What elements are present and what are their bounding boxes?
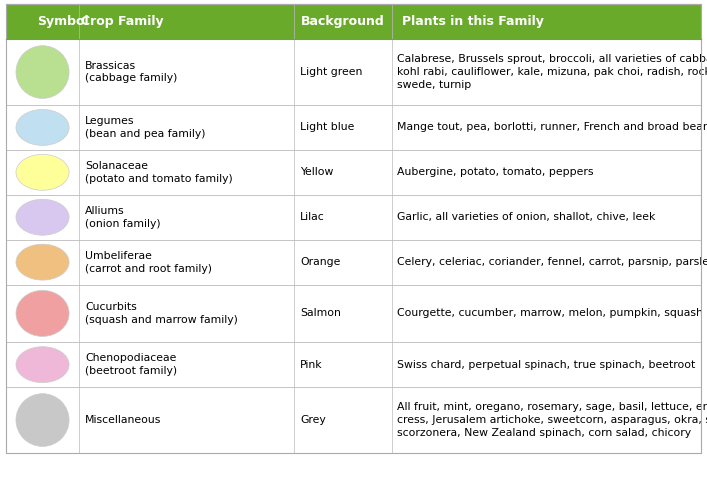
Ellipse shape <box>16 394 69 446</box>
Bar <box>6 387 701 453</box>
Text: Brassicas
(cabbage family): Brassicas (cabbage family) <box>85 61 177 83</box>
Ellipse shape <box>16 244 69 280</box>
Bar <box>6 240 701 285</box>
Ellipse shape <box>16 199 69 235</box>
Text: Light blue: Light blue <box>300 123 354 132</box>
Text: Garlic, all varieties of onion, shallot, chive, leek: Garlic, all varieties of onion, shallot,… <box>397 212 656 222</box>
Bar <box>6 285 701 342</box>
Text: Solanaceae
(potato and tomato family): Solanaceae (potato and tomato family) <box>85 161 233 184</box>
Bar <box>6 342 701 387</box>
Text: Grey: Grey <box>300 415 326 425</box>
Bar <box>6 105 701 150</box>
Text: Yellow: Yellow <box>300 167 334 178</box>
Text: Salmon: Salmon <box>300 309 341 318</box>
Bar <box>6 39 701 105</box>
Text: All fruit, mint, oregano, rosemary, sage, basil, lettuce, endive,
cress, Jerusal: All fruit, mint, oregano, rosemary, sage… <box>397 402 707 438</box>
Text: Miscellaneous: Miscellaneous <box>85 415 161 425</box>
Ellipse shape <box>16 110 69 145</box>
Ellipse shape <box>16 290 69 336</box>
Text: Chenopodiaceae
(beetroot family): Chenopodiaceae (beetroot family) <box>85 353 177 376</box>
Text: Light green: Light green <box>300 67 363 77</box>
Bar <box>6 195 701 240</box>
Ellipse shape <box>16 347 69 382</box>
Text: Legumes
(bean and pea family): Legumes (bean and pea family) <box>85 116 206 139</box>
Text: Symbol: Symbol <box>37 15 89 28</box>
Text: Courgette, cucumber, marrow, melon, pumpkin, squash: Courgette, cucumber, marrow, melon, pump… <box>397 309 703 318</box>
Text: Lilac: Lilac <box>300 212 325 222</box>
Bar <box>6 150 701 195</box>
Bar <box>6 4 701 39</box>
Text: Mange tout, pea, borlotti, runner, French and broad beans: Mange tout, pea, borlotti, runner, Frenc… <box>397 123 707 132</box>
Text: Calabrese, Brussels sprout, broccoli, all varieties of cabbage,
kohl rabi, cauli: Calabrese, Brussels sprout, broccoli, al… <box>397 54 707 90</box>
Text: Plants in this Family: Plants in this Family <box>402 15 544 28</box>
Text: Pink: Pink <box>300 360 322 370</box>
Ellipse shape <box>16 46 69 98</box>
Text: Cucurbits
(squash and marrow family): Cucurbits (squash and marrow family) <box>85 302 238 325</box>
Text: Background: Background <box>300 15 384 28</box>
Text: Swiss chard, perpetual spinach, true spinach, beetroot: Swiss chard, perpetual spinach, true spi… <box>397 360 696 370</box>
Text: Alliums
(onion family): Alliums (onion family) <box>85 206 160 229</box>
Text: Umbeliferae
(carrot and root family): Umbeliferae (carrot and root family) <box>85 251 212 274</box>
Text: Aubergine, potato, tomato, peppers: Aubergine, potato, tomato, peppers <box>397 167 594 178</box>
Text: Celery, celeriac, coriander, fennel, carrot, parsnip, parsley, dill: Celery, celeriac, coriander, fennel, car… <box>397 257 707 267</box>
Text: Crop Family: Crop Family <box>81 15 164 28</box>
Text: Orange: Orange <box>300 257 340 267</box>
Ellipse shape <box>16 154 69 190</box>
